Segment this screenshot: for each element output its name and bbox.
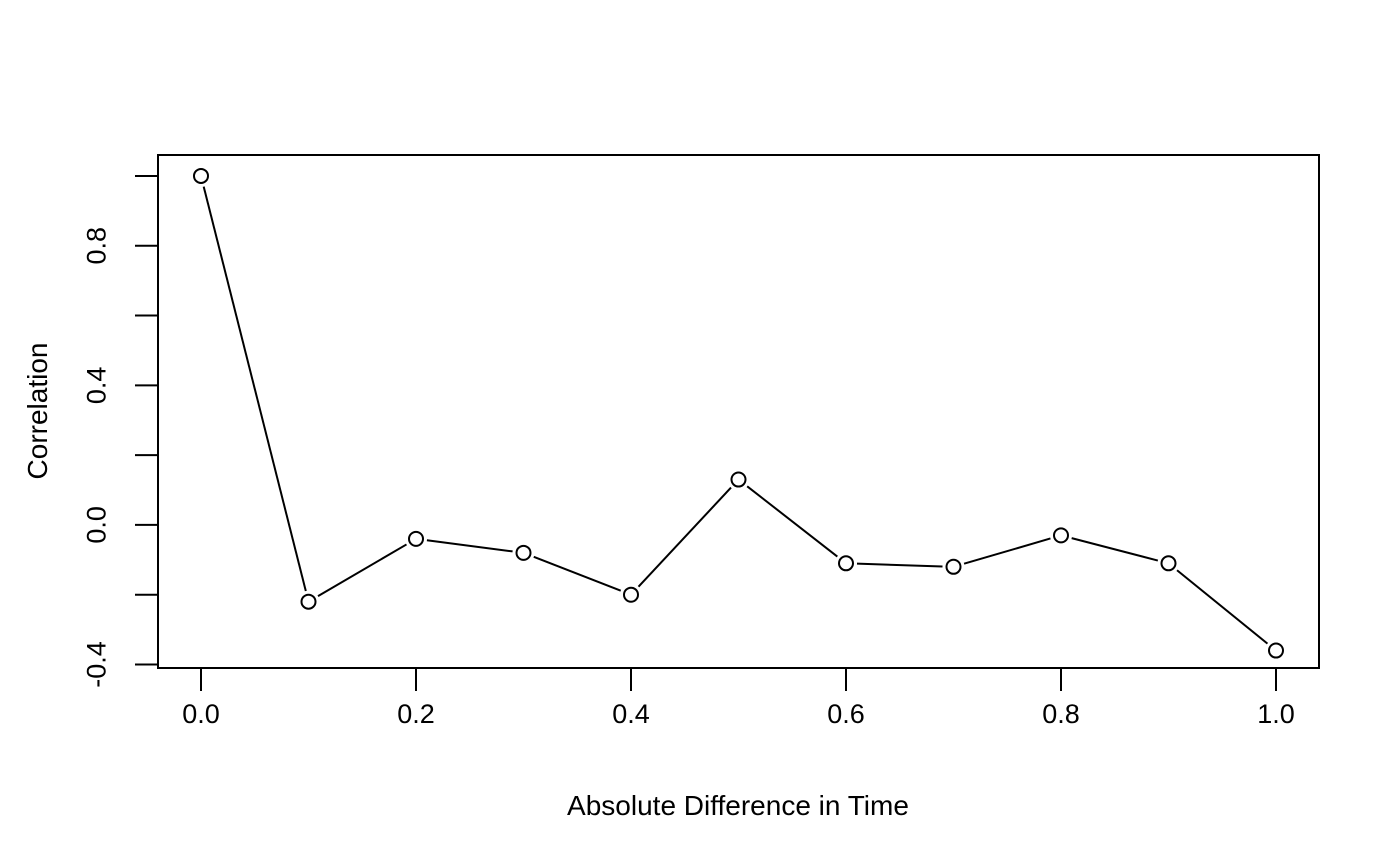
y-tick-label: 0.8 <box>81 227 111 265</box>
x-tick-label: 0.4 <box>612 699 650 729</box>
y-tick-label: 0.0 <box>81 506 111 544</box>
y-tick-label: -0.4 <box>81 641 111 688</box>
x-tick-label: 1.0 <box>1257 699 1295 729</box>
series-segment <box>746 485 838 558</box>
series-segment <box>533 555 622 592</box>
data-point-marker <box>300 593 317 610</box>
data-point-marker <box>838 555 854 572</box>
data-point-marker <box>515 544 532 561</box>
series-segment <box>637 486 732 588</box>
plot-frame <box>157 154 1320 669</box>
y-axis: -0.4 0.0 0.4 0.8 <box>81 174 158 688</box>
data-point-marker <box>1160 555 1177 572</box>
series-segment <box>963 537 1051 565</box>
data-point-marker <box>623 586 639 603</box>
data-point-marker <box>945 558 962 575</box>
series-segment <box>317 543 408 598</box>
x-axis-label: Absolute Difference in Time <box>567 790 909 821</box>
series-segment <box>426 539 513 553</box>
x-tick-label: 0.6 <box>827 699 865 729</box>
y-tick-label: 0.4 <box>81 367 111 405</box>
data-point-marker <box>1053 527 1069 544</box>
data-series <box>193 167 1284 659</box>
series-segment <box>1176 569 1269 645</box>
data-point-marker <box>193 167 209 184</box>
x-tick-label: 0.8 <box>1042 699 1080 729</box>
data-point-marker <box>408 530 424 547</box>
data-point-marker <box>1268 642 1284 659</box>
x-tick-label: 0.2 <box>397 699 435 729</box>
y-axis-label: Correlation <box>22 343 53 480</box>
x-axis: 0.0 0.2 0.4 0.6 0.8 1.0 <box>182 668 1295 729</box>
x-tick-label: 0.0 <box>182 699 220 729</box>
data-point-marker <box>730 471 747 488</box>
series-segment <box>1071 537 1159 562</box>
series-segment <box>202 186 307 592</box>
series-segment <box>856 562 943 568</box>
